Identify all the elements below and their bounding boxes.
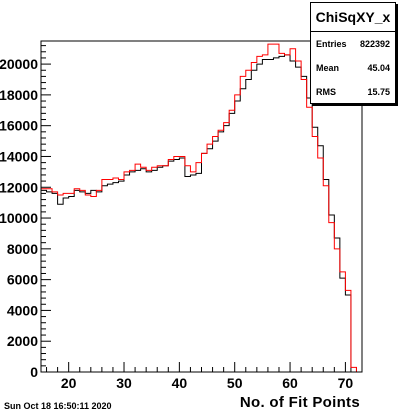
- timestamp-footer: Sun Oct 18 16:50:11 2020: [4, 401, 112, 411]
- x-tick-label: 30: [116, 375, 132, 391]
- y-tick-label: 6000: [7, 272, 38, 288]
- stats-label: Entries: [316, 39, 347, 49]
- y-tick-label: 2000: [7, 333, 38, 349]
- plot-frame: [40, 40, 363, 373]
- y-tick-label: 18000: [0, 87, 38, 103]
- x-tick-label: 50: [227, 375, 243, 391]
- stats-row-entries: Entries 822392: [311, 32, 395, 56]
- y-tick-label: 14000: [0, 148, 38, 164]
- stats-row-mean: Mean 45.04: [311, 56, 395, 80]
- x-tick-label: 70: [338, 375, 354, 391]
- y-tick-label: 20000: [0, 56, 38, 72]
- y-tick-label: 12000: [0, 179, 38, 195]
- y-tick-label: 16000: [0, 118, 38, 134]
- histogram-series-2: [41, 43, 362, 373]
- stats-value: 45.04: [367, 63, 390, 73]
- stats-box: ChiSqXY_x Entries 822392 Mean 45.04 RMS …: [310, 2, 396, 104]
- stats-title: ChiSqXY_x: [311, 3, 395, 32]
- x-tick-label: 40: [172, 375, 188, 391]
- y-tick-label: 4000: [7, 302, 38, 318]
- stats-value: 15.75: [367, 87, 390, 97]
- x-tick-label: 20: [61, 375, 77, 391]
- stats-row-rms: RMS 15.75: [311, 80, 395, 104]
- stats-value: 822392: [359, 39, 390, 49]
- y-tick-label: 8000: [7, 241, 38, 257]
- y-tick-label: 0: [30, 364, 38, 380]
- y-tick-label: 10000: [0, 210, 38, 226]
- x-axis-title: No. of Fit Points: [239, 394, 360, 411]
- stats-label: RMS: [316, 87, 336, 97]
- x-tick-label: 60: [282, 375, 298, 391]
- stats-label: Mean: [316, 63, 340, 73]
